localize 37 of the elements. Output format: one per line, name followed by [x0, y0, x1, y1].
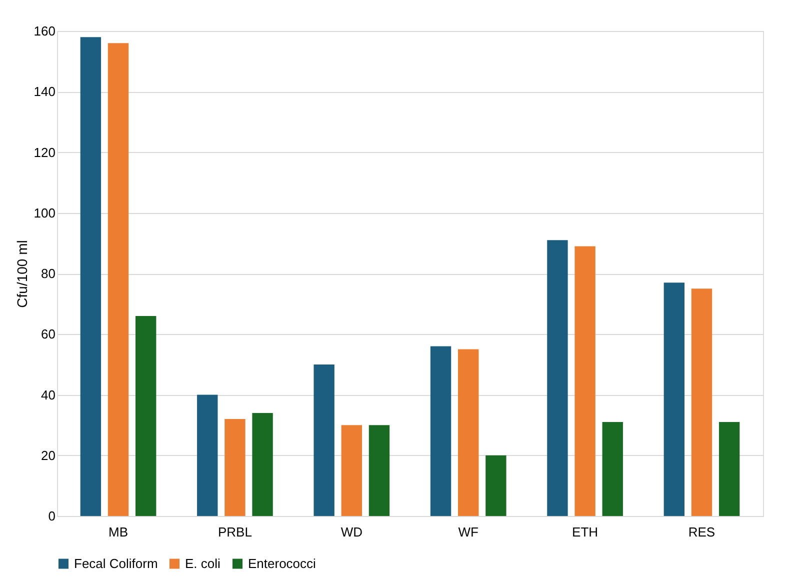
x-tick-label: RES — [688, 524, 716, 540]
y-tick-label: 160 — [34, 24, 56, 38]
bar — [80, 37, 102, 516]
y-tick-label: 100 — [34, 205, 56, 220]
legend-label: E. coli — [185, 556, 221, 571]
y-tick-label: 120 — [34, 144, 56, 160]
bar — [547, 240, 568, 516]
bar — [252, 412, 273, 516]
bar — [197, 394, 218, 516]
y-tick-label: 40 — [41, 387, 56, 402]
y-tick-label: 0 — [48, 508, 56, 524]
x-tick-label: MB — [108, 524, 128, 540]
bar — [664, 282, 684, 516]
legend-label: Enterococci — [248, 556, 316, 571]
y-axis-title: Cfu/100 ml — [14, 240, 30, 308]
bar — [718, 422, 740, 516]
bar — [136, 316, 156, 516]
bar — [574, 246, 596, 516]
bar — [108, 43, 129, 516]
legend-label: Fecal Coliform — [74, 556, 158, 571]
y-tick-label: 20 — [41, 448, 56, 463]
bar — [458, 349, 479, 516]
y-tick-label: 140 — [34, 84, 56, 100]
bar — [314, 364, 334, 516]
bar — [341, 425, 362, 516]
y-tick-label: 80 — [41, 266, 56, 281]
bar — [430, 346, 452, 516]
x-tick-label: WD — [340, 524, 362, 540]
bar — [368, 425, 390, 516]
y-tick-label: 60 — [41, 326, 56, 342]
bar — [602, 422, 623, 516]
x-tick-label: ETH — [572, 524, 598, 540]
bar — [224, 419, 246, 516]
x-tick-label: WF — [458, 524, 479, 540]
bar — [486, 455, 506, 516]
x-tick-label: PRBL — [218, 524, 252, 540]
bar — [691, 288, 712, 516]
